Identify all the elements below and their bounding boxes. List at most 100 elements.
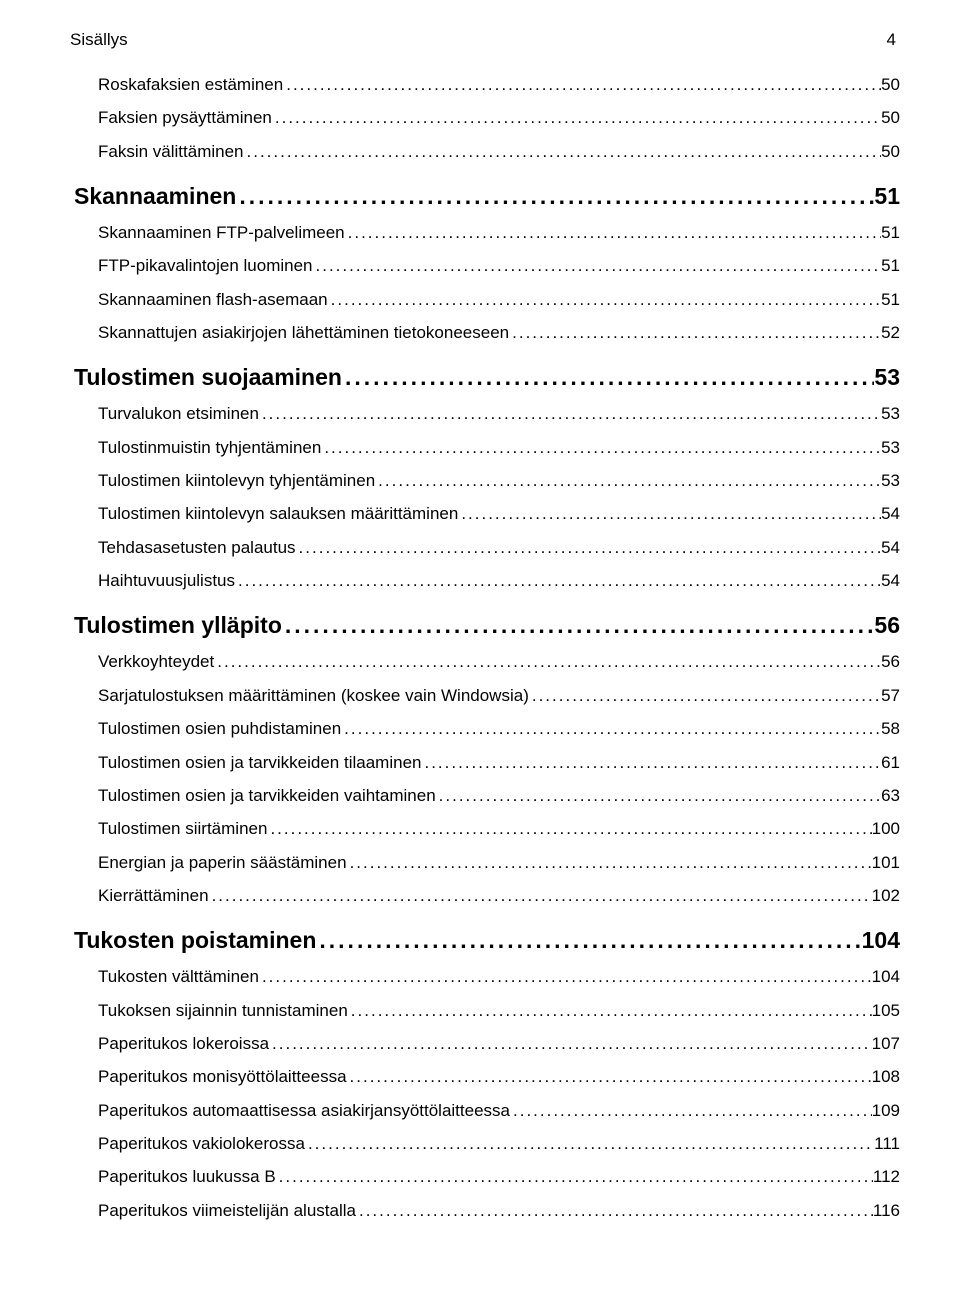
toc-dot-leader: [305, 1131, 874, 1157]
toc-entry-label: Turvalukon etsiminen: [98, 401, 259, 427]
toc-entry-page: 53: [881, 468, 900, 494]
toc-entry-label: Tulostimen osien ja tarvikkeiden tilaami…: [98, 750, 421, 776]
toc-section-heading[interactable]: Tulostimen ylläpito56: [70, 612, 900, 639]
toc-dot-leader: [283, 72, 881, 98]
toc-entry[interactable]: Turvalukon etsiminen 53: [70, 401, 900, 427]
toc-dot-leader: [328, 287, 881, 313]
toc-entry[interactable]: Tehdasasetusten palautus54: [70, 535, 900, 561]
toc-entry[interactable]: Kierrättäminen102: [70, 883, 900, 909]
toc-dot-leader: [259, 401, 881, 427]
toc-entry-page: 52: [881, 320, 900, 346]
toc-dot-leader: [509, 320, 881, 346]
toc-entry[interactable]: Paperitukos viimeistelijän alustalla116: [70, 1198, 900, 1224]
toc-entry[interactable]: Faksien pysäyttäminen 50: [70, 105, 900, 131]
toc-entry[interactable]: Tulostimen osien puhdistaminen 58: [70, 716, 900, 742]
toc-entry[interactable]: Tukoksen sijainnin tunnistaminen 105: [70, 998, 900, 1024]
toc-dot-leader: [276, 1164, 873, 1190]
toc-dot-leader: [259, 964, 872, 990]
toc-entry-page: 116: [873, 1198, 900, 1224]
toc-entry-label: Faksin välittäminen: [98, 139, 244, 165]
toc-entry-page: 54: [881, 568, 900, 594]
toc-entry-label: Paperitukos luukussa B: [98, 1164, 276, 1190]
toc-entry[interactable]: Roskafaksien estäminen50: [70, 72, 900, 98]
toc-section-heading[interactable]: Tukosten poistaminen 104: [70, 927, 900, 954]
toc-entry[interactable]: Verkkoyhteydet56: [70, 649, 900, 675]
toc-dot-leader: [313, 253, 882, 279]
toc-entry[interactable]: Paperitukos monisyöttölaitteessa108: [70, 1064, 900, 1090]
toc-dot-leader: [269, 1031, 872, 1057]
toc-dot-leader: [244, 139, 882, 165]
toc-entry-page: 54: [881, 535, 900, 561]
toc-entry-label: Roskafaksien estäminen: [98, 72, 283, 98]
toc-dot-leader: [510, 1098, 872, 1124]
toc-entry-label: Tulostimen osien ja tarvikkeiden vaihtam…: [98, 783, 436, 809]
toc-entry[interactable]: Faksin välittäminen50: [70, 139, 900, 165]
toc-entry[interactable]: Tukosten välttäminen104: [70, 964, 900, 990]
toc-entry-page: 56: [874, 612, 900, 639]
toc-entry-label: Tulostimen kiintolevyn tyhjentäminen: [98, 468, 375, 494]
toc-entry-label: FTP-pikavalintojen luominen: [98, 253, 313, 279]
toc-entry-label: Tulostimen osien puhdistaminen: [98, 716, 341, 742]
toc-entry-label: Tukoksen sijainnin tunnistaminen: [98, 998, 348, 1024]
toc-entry-label: Faksien pysäyttäminen: [98, 105, 272, 131]
toc-entry-label: Tukosten poistaminen: [74, 927, 316, 954]
toc-entry-page: 104: [862, 927, 900, 954]
toc-entry-page: 107: [872, 1031, 900, 1057]
header-title: Sisällys: [70, 30, 128, 50]
toc-section-heading[interactable]: Tulostimen suojaaminen 53: [70, 364, 900, 391]
toc-entry[interactable]: Skannaaminen FTP-palvelimeen 51: [70, 220, 900, 246]
toc-entry-label: Paperitukos lokeroissa: [98, 1031, 269, 1057]
toc-entry[interactable]: Paperitukos luukussa B 112: [70, 1164, 900, 1190]
toc-entry-page: 51: [874, 183, 900, 210]
toc-entry[interactable]: Tulostimen osien ja tarvikkeiden vaihtam…: [70, 783, 900, 809]
toc-entry-label: Tulostimen kiintolevyn salauksen määritt…: [98, 501, 458, 527]
toc-entry-label: Tulostinmuistin tyhjentäminen: [98, 435, 321, 461]
toc-entry[interactable]: Skannaaminen flash-asemaan51: [70, 287, 900, 313]
toc-entry-page: 105: [872, 998, 900, 1024]
toc-dot-leader: [347, 1064, 872, 1090]
toc-entry[interactable]: Energian ja paperin säästäminen101: [70, 850, 900, 876]
toc-entry[interactable]: Paperitukos vakiolokerossa111: [70, 1131, 900, 1157]
toc-dot-leader: [356, 1198, 873, 1224]
toc-entry-page: 111: [874, 1131, 900, 1157]
toc-entry[interactable]: Paperitukos automaattisessa asiakirjansy…: [70, 1098, 900, 1124]
toc-entry-page: 53: [881, 401, 900, 427]
toc-entry-page: 58: [881, 716, 900, 742]
toc-dot-leader: [458, 501, 881, 527]
toc-entry-page: 53: [874, 364, 900, 391]
toc-entry-label: Paperitukos monisyöttölaitteessa: [98, 1064, 347, 1090]
toc-dot-leader: [529, 683, 881, 709]
toc-entry[interactable]: Tulostimen siirtäminen100: [70, 816, 900, 842]
toc-entry[interactable]: Skannattujen asiakirjojen lähettäminen t…: [70, 320, 900, 346]
toc-entry-label: Skannaaminen FTP-palvelimeen: [98, 220, 345, 246]
toc-entry-page: 50: [881, 105, 900, 131]
toc-dot-leader: [236, 183, 874, 210]
toc-entry-page: 51: [881, 287, 900, 313]
toc-entry-label: Tulostimen siirtäminen: [98, 816, 267, 842]
toc-dot-leader: [316, 927, 861, 954]
toc-entry[interactable]: Tulostimen kiintolevyn tyhjentäminen 53: [70, 468, 900, 494]
toc-entry[interactable]: Haihtuvuusjulistus54: [70, 568, 900, 594]
toc-entry[interactable]: FTP-pikavalintojen luominen 51: [70, 253, 900, 279]
toc-entry[interactable]: Tulostimen osien ja tarvikkeiden tilaami…: [70, 750, 900, 776]
toc-entry-label: Skannattujen asiakirjojen lähettäminen t…: [98, 320, 509, 346]
toc-entry-page: 112: [873, 1164, 900, 1190]
toc-dot-leader: [321, 435, 881, 461]
toc-entry[interactable]: Paperitukos lokeroissa 107: [70, 1031, 900, 1057]
toc-entry-page: 56: [881, 649, 900, 675]
toc-entry[interactable]: Sarjatulostuksen määrittäminen (koskee v…: [70, 683, 900, 709]
toc-entry[interactable]: Tulostinmuistin tyhjentäminen 53: [70, 435, 900, 461]
toc-dot-leader: [375, 468, 881, 494]
toc-entry-page: 51: [881, 220, 900, 246]
toc-section-heading[interactable]: Skannaaminen51: [70, 183, 900, 210]
toc-entry-page: 51: [881, 253, 900, 279]
toc-entry-page: 104: [872, 964, 900, 990]
toc-entry-page: 101: [872, 850, 900, 876]
toc-dot-leader: [436, 783, 881, 809]
toc-entry-label: Sarjatulostuksen määrittäminen (koskee v…: [98, 683, 529, 709]
toc-entry[interactable]: Tulostimen kiintolevyn salauksen määritt…: [70, 501, 900, 527]
toc-entry-label: Tulostimen suojaaminen: [74, 364, 342, 391]
toc-entry-page: 53: [881, 435, 900, 461]
toc-dot-leader: [214, 649, 881, 675]
toc-dot-leader: [296, 535, 882, 561]
